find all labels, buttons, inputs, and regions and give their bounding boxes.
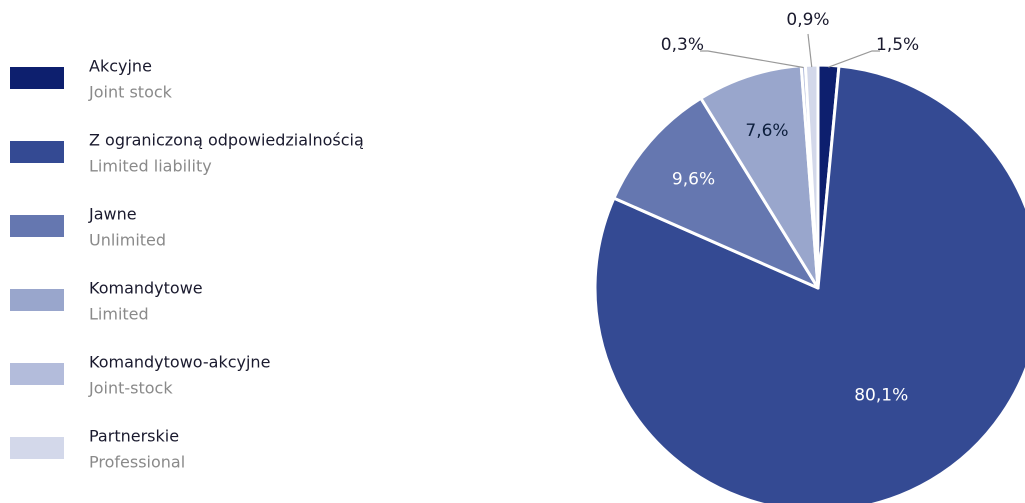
legend-sublabel: Joint-stock [88, 379, 173, 398]
legend-label: Komandytowe [89, 279, 203, 298]
legend-swatch [10, 141, 64, 163]
leader-line [700, 50, 804, 69]
legend-swatch [10, 437, 64, 459]
leader-line [807, 33, 813, 68]
legend-sublabel: Unlimited [89, 231, 166, 250]
legend-swatch [10, 289, 64, 311]
legend-label: Partnerskie [89, 427, 179, 446]
legend-label: Z ograniczoną odpowiedzialnością [89, 131, 364, 150]
pie-slice [612, 96, 820, 290]
data-label: 7,6% [745, 121, 788, 141]
legend-sublabel: Professional [89, 453, 185, 472]
legend-sublabel: Joint stock [88, 83, 173, 102]
legend-sublabel: Limited liability [89, 157, 212, 176]
data-label: 9,6% [672, 170, 715, 190]
legend-label: Akcyjne [89, 57, 152, 76]
legend-label: Jawne [88, 205, 137, 224]
leader-line [828, 50, 880, 68]
legend-swatch [10, 215, 64, 237]
legend-label: Komandytowo-akcyjne [89, 353, 270, 372]
legend-sublabel: Limited [89, 305, 149, 324]
data-label: 80,1% [854, 386, 908, 406]
legend-swatch [10, 363, 64, 385]
pie-slice [593, 64, 1025, 503]
data-label: 1,5% [876, 35, 919, 55]
data-label: 0,3% [661, 35, 704, 55]
legend-swatch [10, 67, 64, 89]
data-label: 0,9% [786, 10, 829, 30]
pie-slice [699, 64, 820, 290]
